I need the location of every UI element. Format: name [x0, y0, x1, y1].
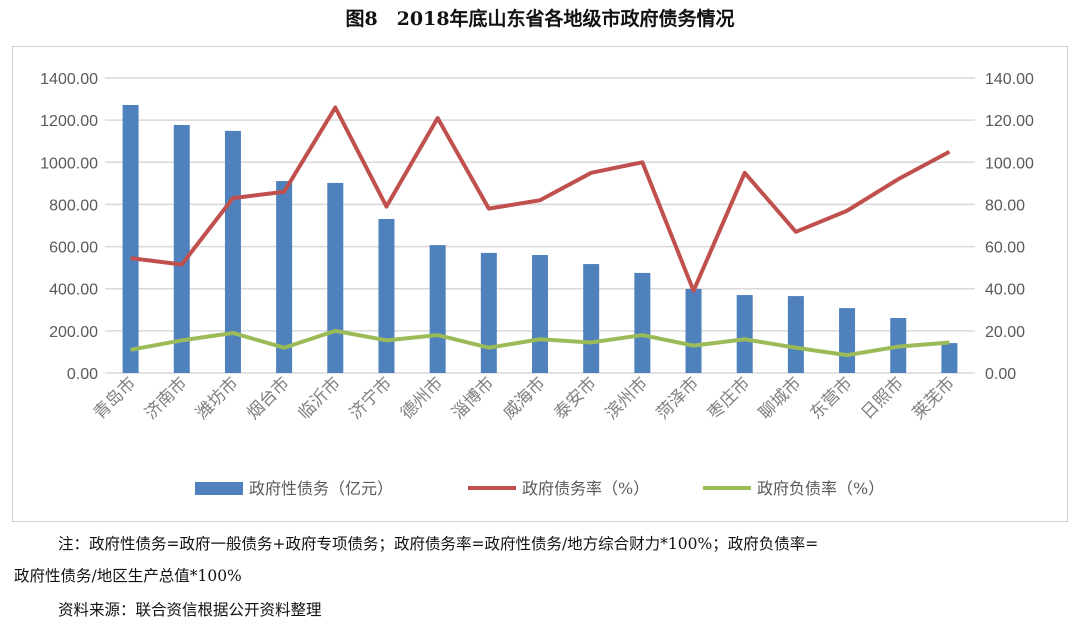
x-tick-label: 日照市	[858, 373, 908, 423]
x-tick-label: 枣庄市	[704, 373, 754, 423]
chart-frame	[12, 46, 1068, 522]
x-tick-label: 潍坊市	[192, 373, 242, 423]
right-tick-label: 120.00	[985, 113, 1034, 130]
x-tick-label: 菏泽市	[653, 373, 703, 423]
x-tick-label: 威海市	[499, 373, 549, 423]
bar-临沂市	[327, 182, 344, 373]
chart-title: 图8 2018年底山东省各地级市政府债务情况	[345, 8, 735, 30]
x-tick-label: 淄博市	[448, 373, 498, 423]
right-tick-label: 40.00	[985, 282, 1025, 299]
right-tick-label: 0.00	[985, 366, 1016, 383]
bar-莱芜市	[941, 343, 958, 373]
note-line-2: 政府性债务/地区生产总值*100%	[14, 567, 242, 585]
note-line-1: 注：政府性债务=政府一般债务+政府专项债务；政府债务率=政府性债务/地方综合财力…	[58, 535, 819, 553]
legend-swatch-bar	[195, 482, 243, 495]
left-tick-label: 400.00	[49, 282, 98, 299]
x-tick-label: 泰安市	[551, 373, 601, 423]
left-tick-label: 1200.00	[40, 113, 98, 130]
bar-泰安市	[583, 264, 600, 373]
x-tick-label: 莱芜市	[909, 373, 959, 423]
x-tick-label: 临沂市	[295, 373, 345, 423]
left-tick-label: 800.00	[49, 197, 98, 214]
right-tick-label: 140.00	[985, 71, 1034, 88]
bar-枣庄市	[736, 295, 753, 373]
left-tick-label: 1400.00	[40, 71, 98, 88]
bar-聊城市	[787, 296, 804, 373]
legend-label: 政府负债率（%）	[757, 479, 884, 498]
x-tick-label: 济宁市	[346, 373, 396, 423]
right-tick-label: 20.00	[985, 324, 1025, 341]
left-tick-label: 600.00	[49, 240, 98, 257]
left-tick-label: 1000.00	[40, 155, 98, 172]
bar-威海市	[532, 255, 548, 373]
x-tick-label: 烟台市	[243, 373, 293, 423]
x-tick-label: 聊城市	[755, 373, 805, 423]
source-note: 资料来源：联合资信根据公开资料整理	[58, 601, 322, 619]
legend-label: 政府性债务（亿元）	[249, 479, 393, 498]
left-tick-label: 200.00	[49, 324, 98, 341]
right-tick-label: 100.00	[985, 155, 1034, 172]
bar-菏泽市	[685, 288, 702, 373]
bar-济南市	[173, 124, 190, 373]
legend-label: 政府债务率（%）	[522, 479, 649, 498]
bar-烟台市	[276, 181, 293, 373]
bar-淄博市	[480, 252, 497, 373]
bar-潍坊市	[224, 130, 241, 373]
x-tick-label: 东营市	[806, 373, 856, 423]
bar-东营市	[839, 308, 856, 373]
bar-济宁市	[378, 218, 395, 373]
right-tick-label: 80.00	[985, 197, 1025, 214]
right-tick-label: 60.00	[985, 240, 1025, 257]
x-tick-label: 德州市	[397, 373, 447, 423]
x-tick-label: 滨州市	[602, 373, 652, 423]
bar-青岛市	[122, 104, 139, 373]
x-tick-label: 济南市	[141, 373, 191, 423]
bar-滨州市	[634, 272, 651, 373]
left-tick-label: 0.00	[67, 366, 98, 383]
chart: 0.00 200.00 400.00 600.00 800.00 1000.00 1200.…	[40, 71, 1034, 498]
bar-德州市	[429, 245, 446, 373]
